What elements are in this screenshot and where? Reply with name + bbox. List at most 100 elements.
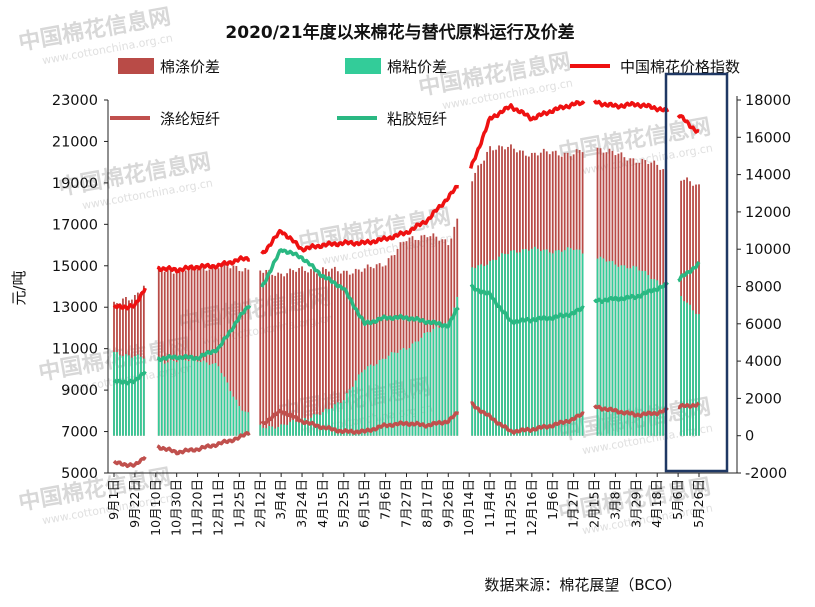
bar-cotton-polyester-spread <box>193 268 196 436</box>
bar-cotton-viscose-spread <box>447 321 450 436</box>
bar-cotton-viscose-spread <box>557 250 560 436</box>
legend-swatch <box>345 58 381 74</box>
bar-cotton-viscose-spread <box>190 358 193 436</box>
bar-cotton-polyester-spread <box>378 263 381 436</box>
bar-cotton-viscose-spread <box>307 419 309 436</box>
bar-cotton-viscose-spread <box>551 253 554 436</box>
bar-cotton-polyester-spread <box>408 237 411 436</box>
bar-cotton-viscose-spread <box>548 252 551 436</box>
bar-cotton-viscose-spread <box>662 286 665 436</box>
x-tick-label: 7月6日 <box>378 479 393 520</box>
bar-cotton-viscose-spread <box>599 256 602 436</box>
y-right-tick-label: 2000 <box>745 391 782 407</box>
bar-cotton-polyester-spread <box>360 271 363 436</box>
bar-cotton-viscose-spread <box>187 361 190 436</box>
bar-cotton-polyester-spread <box>328 271 330 436</box>
bar-cotton-polyester-spread <box>220 264 223 436</box>
bar-cotton-viscose-spread <box>608 261 611 436</box>
bar-cotton-polyester-spread <box>399 242 402 436</box>
bar-cotton-viscose-spread <box>277 426 280 436</box>
bar-cotton-viscose-spread <box>292 419 294 436</box>
x-tick-label: 3月4日 <box>273 479 288 520</box>
bar-cotton-viscose-spread <box>489 260 491 436</box>
bar-cotton-polyester-spread <box>313 269 315 436</box>
bar-cotton-viscose-spread <box>602 258 605 436</box>
bar-cotton-polyester-spread <box>163 271 166 436</box>
bar-cotton-viscose-spread <box>378 359 381 436</box>
x-tick-label: 2月12日 <box>252 479 267 528</box>
y-right-tick-label: 16000 <box>745 130 791 146</box>
bar-cotton-viscose-spread <box>211 363 214 436</box>
bar-cotton-viscose-spread <box>113 351 115 436</box>
bar-cotton-polyester-spread <box>181 268 184 436</box>
bar-cotton-polyester-spread <box>396 248 399 436</box>
bar-cotton-viscose-spread <box>474 268 477 436</box>
y-right-tick-label: 6000 <box>745 317 782 333</box>
bar-cotton-viscose-spread <box>402 348 405 436</box>
bar-cotton-viscose-spread <box>617 266 620 436</box>
bar-cotton-polyester-spread <box>187 266 190 436</box>
bar-cotton-viscose-spread <box>498 256 500 436</box>
bar-cotton-viscose-spread <box>686 302 688 436</box>
x-tick-label: 1月25日 <box>231 479 246 528</box>
bar-cotton-polyester-spread <box>342 270 345 436</box>
bar-cotton-viscose-spread <box>405 349 408 436</box>
bar-cotton-viscose-spread <box>519 252 521 436</box>
bar-cotton-viscose-spread <box>175 362 178 436</box>
bar-cotton-viscose-spread <box>414 341 417 436</box>
bar-cotton-viscose-spread <box>581 253 584 436</box>
bar-cotton-viscose-spread <box>345 393 348 436</box>
bar-cotton-viscose-spread <box>301 418 303 436</box>
y-left-tick-label: 19000 <box>52 176 98 192</box>
y-left-tick-label: 15000 <box>52 259 98 275</box>
bar-cotton-viscose-spread <box>623 265 626 436</box>
bar-cotton-viscose-spread <box>393 352 396 436</box>
bar-cotton-polyester-spread <box>354 268 357 436</box>
bar-cotton-viscose-spread <box>539 251 542 436</box>
bar-cotton-viscose-spread <box>575 249 578 436</box>
bar-cotton-polyester-spread <box>292 270 294 436</box>
x-tick-label: 10月14日 <box>461 479 476 536</box>
bar-cotton-viscose-spread <box>566 247 569 436</box>
bar-cotton-viscose-spread <box>390 352 393 436</box>
bar-cotton-polyester-spread <box>199 266 202 436</box>
bar-cotton-viscose-spread <box>695 313 697 436</box>
bar-cotton-viscose-spread <box>166 362 169 436</box>
bar-cotton-viscose-spread <box>444 323 447 436</box>
bar-cotton-viscose-spread <box>298 421 300 436</box>
bar-cotton-polyester-spread <box>166 268 169 436</box>
bar-cotton-polyester-spread <box>345 270 348 436</box>
bar-cotton-viscose-spread <box>626 268 629 436</box>
bar-cotton-viscose-spread <box>217 366 220 436</box>
x-tick-label: 9月22日 <box>127 479 142 528</box>
bar-cotton-viscose-spread <box>596 258 599 436</box>
bar-cotton-viscose-spread <box>122 356 124 436</box>
bar-cotton-viscose-spread <box>133 356 136 436</box>
highlight-box <box>664 72 729 473</box>
bar-cotton-viscose-spread <box>116 352 118 436</box>
bar-cotton-viscose-spread <box>283 424 286 436</box>
bar-cotton-viscose-spread <box>522 249 524 436</box>
x-tick-label: 3月24日 <box>294 479 309 528</box>
bar-cotton-polyester-spread <box>325 268 327 436</box>
bar-cotton-viscose-spread <box>259 424 262 436</box>
bar-cotton-polyester-spread <box>387 258 390 436</box>
bar-cotton-viscose-spread <box>274 428 277 436</box>
bar-cotton-viscose-spread <box>659 284 662 436</box>
bar-cotton-viscose-spread <box>193 359 196 436</box>
bar-cotton-polyester-spread <box>280 273 283 436</box>
bar-cotton-polyester-spread <box>369 266 372 436</box>
bar-cotton-viscose-spread <box>202 360 205 436</box>
bar-cotton-viscose-spread <box>396 352 399 436</box>
legend-label: 中国棉花价格指数 <box>620 58 740 76</box>
bar-cotton-polyester-spread <box>271 274 274 436</box>
bar-cotton-viscose-spread <box>507 254 509 436</box>
bar-cotton-viscose-spread <box>689 304 691 436</box>
bar-cotton-polyester-spread <box>295 271 297 436</box>
bar-cotton-polyester-spread <box>372 268 375 436</box>
bar-cotton-viscose-spread <box>369 364 372 436</box>
bar-cotton-viscose-spread <box>632 265 635 436</box>
bar-cotton-polyester-spread <box>226 266 229 436</box>
bar-cotton-viscose-spread <box>271 426 274 436</box>
